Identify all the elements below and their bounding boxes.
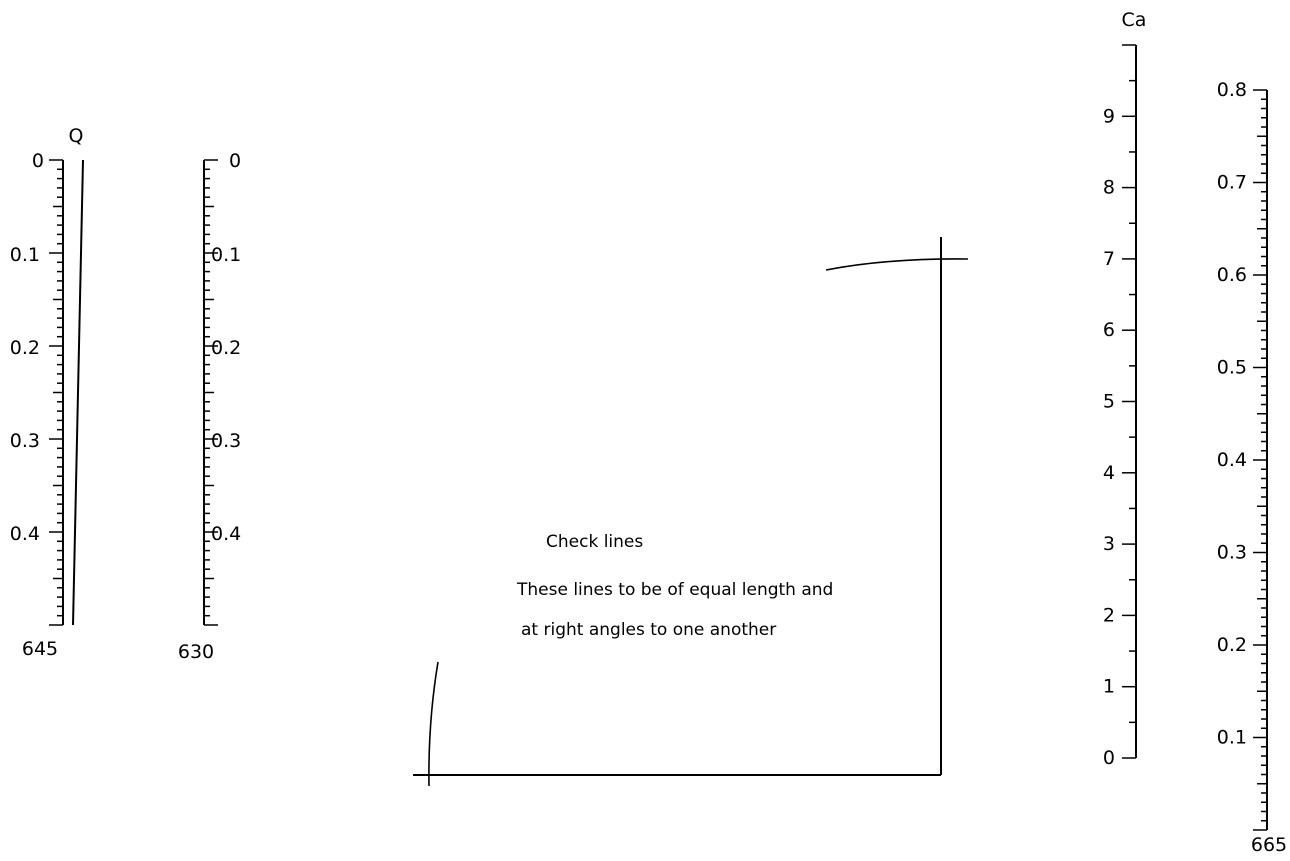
scale-630: 0 0.1 0.2 0.3 0.4 630 — [178, 150, 241, 663]
scale-645-tick-label: 0.1 — [10, 244, 40, 266]
scale-ca-tick-label: 3 — [1103, 533, 1115, 555]
scale-645-zero-label: 0 — [32, 150, 44, 172]
scale-ca-tick-label: 9 — [1103, 105, 1115, 127]
scale-665-tick-label: 0.1 — [1217, 727, 1247, 749]
scale-665: 0.1 0.2 0.3 0.4 0.5 0.6 0.7 0.8 665 — [1217, 79, 1287, 856]
scale-ca-tick-label: 4 — [1103, 462, 1115, 484]
scale-645: Q 0 0.1 0.2 0.3 0.4 645 — [10, 125, 84, 660]
scale-665-tick-label: 0.8 — [1217, 79, 1247, 101]
scale-ca-tick-label: 5 — [1103, 391, 1115, 413]
scale-645-tick-label: 0.2 — [10, 337, 40, 359]
q-line — [72, 159, 84, 626]
scale-ca-tick-label: 8 — [1103, 177, 1115, 199]
scale-645-tick-label: 0.4 — [10, 523, 40, 545]
check-arc-left — [428, 661, 439, 787]
scale-630-tick-label: 0.2 — [211, 337, 241, 359]
scale-630-bottom-label: 630 — [178, 641, 214, 663]
check-lines-title: Check lines — [546, 532, 643, 552]
scale-665-tick-label: 0.4 — [1217, 449, 1247, 471]
check-lines-note-1: These lines to be of equal length and — [516, 580, 833, 600]
scale-630-tick-label: 0.4 — [211, 523, 241, 545]
scale-665-tick-label: 0.5 — [1217, 357, 1247, 379]
scale-ca-tick-label: 1 — [1103, 676, 1115, 698]
q-label: Q — [69, 125, 84, 147]
scale-ca-tick-label: 6 — [1103, 319, 1115, 341]
scale-ca-tick-label: 0 — [1103, 747, 1115, 769]
scale-665-tick-label: 0.3 — [1217, 542, 1247, 564]
scale-665-tick-label: 0.2 — [1217, 634, 1247, 656]
scale-ca-tick-label: 2 — [1103, 604, 1115, 626]
scale-665-tick-label: 0.7 — [1217, 172, 1247, 194]
scale-ca-tick-label: 7 — [1103, 248, 1115, 270]
scale-665-tick-label: 0.6 — [1217, 264, 1247, 286]
scale-630-tick-label: 0.3 — [211, 430, 241, 452]
check-lines-note-2: at right angles to one another — [521, 620, 776, 640]
scale-630-zero-label: 0 — [229, 150, 241, 172]
scale-630-tick-label: 0.1 — [211, 244, 241, 266]
scale-ca: Ca 0 1 2 3 4 5 6 7 8 9 — [1103, 9, 1147, 769]
check-lines: Check lines These lines to be of equal l… — [413, 237, 969, 787]
scale-ca-title: Ca — [1122, 9, 1147, 31]
scale-665-bottom-label: 665 — [1251, 834, 1287, 856]
scale-645-bottom-label: 645 — [22, 638, 58, 660]
scale-645-tick-label: 0.3 — [10, 430, 40, 452]
check-arc-top — [825, 258, 969, 271]
